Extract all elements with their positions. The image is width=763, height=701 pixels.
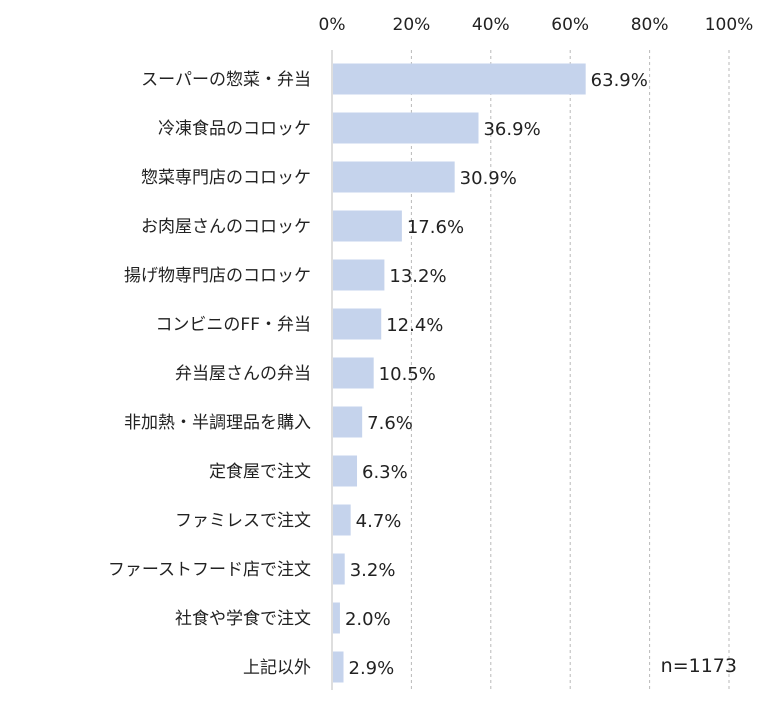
category-label: 揚げ物専門店のコロッケ bbox=[124, 266, 311, 286]
data-label: 7.6% bbox=[367, 413, 413, 434]
data-label: 2.9% bbox=[349, 658, 395, 679]
category-label: お肉屋さんのコロッケ bbox=[141, 217, 311, 237]
sample-size-note: n=1173 bbox=[661, 655, 737, 677]
category-label: コンビニのFF・弁当 bbox=[155, 315, 311, 335]
category-labels: スーパーの惣菜・弁当冷凍食品のコロッケ惣菜専門店のコロッケお肉屋さんのコロッケ揚… bbox=[108, 70, 311, 678]
x-tick-label: 60% bbox=[551, 15, 589, 35]
data-label: 17.6% bbox=[407, 217, 464, 238]
x-tick-label: 40% bbox=[472, 15, 510, 35]
bars bbox=[333, 63, 586, 683]
bar bbox=[333, 504, 351, 536]
bar bbox=[333, 357, 374, 389]
x-tick-label: 0% bbox=[319, 15, 346, 35]
bar bbox=[333, 259, 385, 291]
bar bbox=[333, 455, 358, 487]
category-label: 惣菜専門店のコロッケ bbox=[141, 168, 311, 188]
category-label: 上記以外 bbox=[243, 658, 311, 678]
gridlines bbox=[331, 50, 730, 690]
data-label: 4.7% bbox=[356, 511, 402, 532]
data-label: 13.2% bbox=[389, 266, 446, 287]
category-label: ファーストフード店で注文 bbox=[108, 560, 311, 580]
data-label: 30.9% bbox=[460, 168, 517, 189]
category-label: ファミレスで注文 bbox=[175, 511, 311, 531]
bar bbox=[333, 161, 455, 193]
data-label: 36.9% bbox=[483, 119, 540, 140]
data-label: 2.0% bbox=[345, 609, 391, 630]
category-label: スーパーの惣菜・弁当 bbox=[141, 70, 311, 90]
bar bbox=[333, 210, 402, 242]
category-label: 弁当屋さんの弁当 bbox=[175, 364, 311, 384]
bar bbox=[333, 112, 479, 144]
data-label: 63.9% bbox=[591, 70, 648, 91]
x-tick-label: 80% bbox=[631, 15, 669, 35]
category-label: 定食屋で注文 bbox=[209, 462, 311, 482]
x-tick-label: 100% bbox=[705, 15, 754, 35]
x-axis-ticks: 0% 20% 40% 60% 80% 100% bbox=[319, 15, 754, 35]
bar bbox=[333, 63, 586, 95]
bar bbox=[333, 308, 382, 340]
bar bbox=[333, 602, 340, 634]
bar bbox=[333, 553, 345, 585]
category-label: 冷凍食品のコロッケ bbox=[158, 119, 311, 139]
data-labels: 63.9% 36.9% 30.9% 17.6% 13.2% 12.4% 10.5% 7.6% 6… bbox=[345, 70, 648, 679]
category-label: 非加熱・半調理品を購入 bbox=[124, 413, 311, 433]
data-label: 12.4% bbox=[386, 315, 443, 336]
data-label: 3.2% bbox=[350, 560, 396, 581]
category-label: 社食や学食で注文 bbox=[175, 609, 311, 629]
x-tick-label: 20% bbox=[393, 15, 431, 35]
data-label: 6.3% bbox=[362, 462, 408, 483]
data-label: 10.5% bbox=[379, 364, 436, 385]
bar bbox=[333, 651, 344, 683]
bar bbox=[333, 406, 363, 438]
